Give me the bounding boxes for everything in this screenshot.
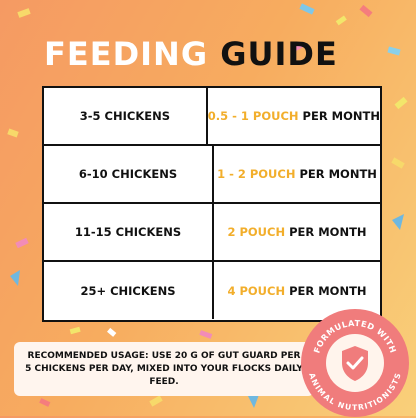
- flock-size-cell: 3-5 CHICKENS: [44, 88, 208, 144]
- feeding-table: 3-5 CHICKENS 0.5 - 1 POUCH PER MONTH 6-1…: [42, 86, 382, 322]
- amount-cell: 2 POUCH PER MONTH: [214, 204, 380, 260]
- flock-size-cell: 6-10 CHICKENS: [44, 146, 214, 202]
- amount-value: 0.5 - 1 POUCH: [207, 109, 299, 123]
- amount-suffix: PER MONTH: [295, 167, 377, 181]
- amount-suffix: PER MONTH: [285, 225, 367, 239]
- amount-value: 1 - 2 POUCH: [217, 167, 296, 181]
- amount-suffix: PER MONTH: [298, 109, 380, 123]
- page-title: FEEDING GUIDE: [44, 32, 338, 76]
- usage-banner: RECOMMENDED USAGE: USE 20 G OF GUT GUARD…: [14, 342, 314, 396]
- amount-cell: 4 POUCH PER MONTH: [214, 262, 380, 319]
- amount-value: 4 POUCH: [227, 283, 286, 298]
- table-row: 6-10 CHICKENS 1 - 2 POUCH PER MONTH: [44, 146, 380, 204]
- table-row: 25+ CHICKENS 4 POUCH PER MONTH: [44, 262, 380, 319]
- shield-check-icon: [342, 346, 368, 381]
- title-word-feeding: FEEDING: [44, 35, 209, 73]
- flock-size-cell: 25+ CHICKENS: [44, 262, 214, 319]
- amount-cell: 1 - 2 POUCH PER MONTH: [214, 146, 380, 202]
- flock-size-cell: 11-15 CHICKENS: [44, 204, 214, 260]
- usage-text: RECOMMENDED USAGE: USE 20 G OF GUT GUARD…: [25, 350, 303, 387]
- amount-value: 2 POUCH: [227, 225, 286, 239]
- formulated-badge: FORMULATED WITH ANIMAL NUTRITIONISTS: [301, 309, 409, 417]
- table-row: 11-15 CHICKENS 2 POUCH PER MONTH: [44, 204, 380, 262]
- amount-cell: 0.5 - 1 POUCH PER MONTH: [208, 88, 380, 144]
- table-row: 3-5 CHICKENS 0.5 - 1 POUCH PER MONTH: [44, 88, 380, 146]
- amount-suffix: PER MONTH: [285, 283, 367, 298]
- title-word-guide: GUIDE: [220, 35, 338, 73]
